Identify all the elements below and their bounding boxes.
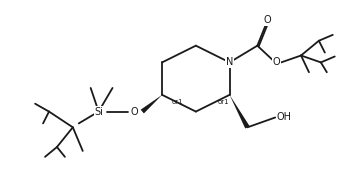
Text: Si: Si <box>94 107 103 117</box>
Text: or1: or1 <box>218 99 229 105</box>
Text: or1: or1 <box>172 99 184 105</box>
Polygon shape <box>230 95 250 128</box>
Text: N: N <box>226 57 233 67</box>
Text: O: O <box>272 57 280 67</box>
Polygon shape <box>141 95 162 114</box>
Text: O: O <box>263 15 271 25</box>
Text: O: O <box>131 107 138 117</box>
Text: OH: OH <box>277 112 292 122</box>
